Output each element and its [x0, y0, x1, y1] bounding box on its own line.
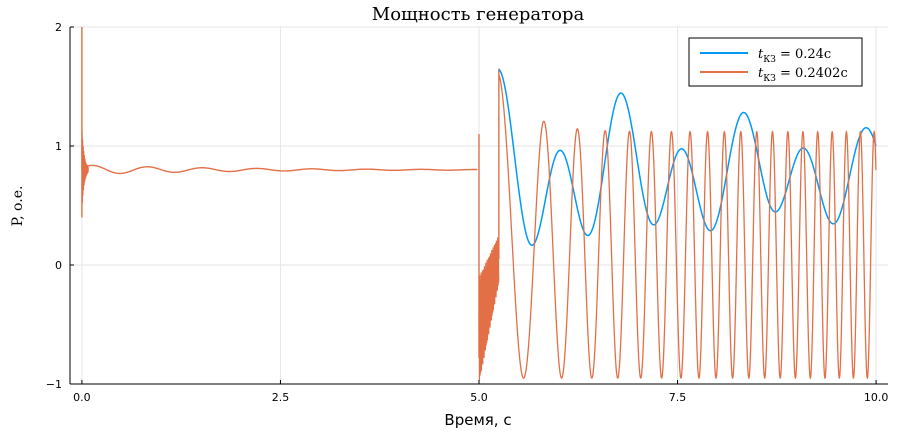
chart-title: Мощность генератора — [372, 4, 585, 25]
legend-var-2: t — [758, 66, 764, 81]
series-line-t-0.24 — [498, 68, 877, 247]
axes — [69, 26, 888, 385]
legend-label-series-1: tКЗ = 0.24с — [758, 47, 831, 65]
legend-sub-1: КЗ — [763, 55, 776, 65]
plot-lines — [81, 27, 877, 381]
y-axis-label: P, o.e. — [10, 186, 26, 227]
x-tick-label: 10.0 — [864, 391, 889, 404]
legend-label-series-2: tКЗ = 0.2402с — [758, 66, 848, 84]
x-axis-label: Время, с — [444, 411, 511, 429]
legend-rest-1: = 0.24с — [776, 47, 831, 62]
initial-transient — [81, 130, 89, 204]
x-tick-label: 5.0 — [470, 391, 488, 404]
legend-rest-2: = 0.2402с — [776, 66, 848, 81]
x-tick-label: 0.0 — [73, 391, 91, 404]
x-tick-label: 7.5 — [669, 391, 687, 404]
x-tick-label: 2.5 — [272, 391, 290, 404]
y-tick-label: 1 — [55, 140, 62, 153]
x-tick-labels: 0.0 2.5 5.0 7.5 10.0 — [73, 391, 888, 404]
y-tick-label: 2 — [55, 21, 62, 34]
legend-sub-2: КЗ — [763, 74, 776, 84]
legend-var-1: t — [758, 47, 764, 62]
legend-box — [688, 37, 863, 87]
y-tick-label: 0 — [55, 259, 62, 272]
legend: tКЗ = 0.24с tКЗ = 0.2402с — [688, 37, 863, 87]
pre-fault-line — [81, 164, 478, 175]
y-tick-label: −1 — [46, 378, 62, 391]
fault-transient — [478, 237, 500, 381]
series-line-t-0.2402 — [498, 74, 877, 380]
y-tick-labels: −1 0 1 2 — [46, 21, 62, 391]
